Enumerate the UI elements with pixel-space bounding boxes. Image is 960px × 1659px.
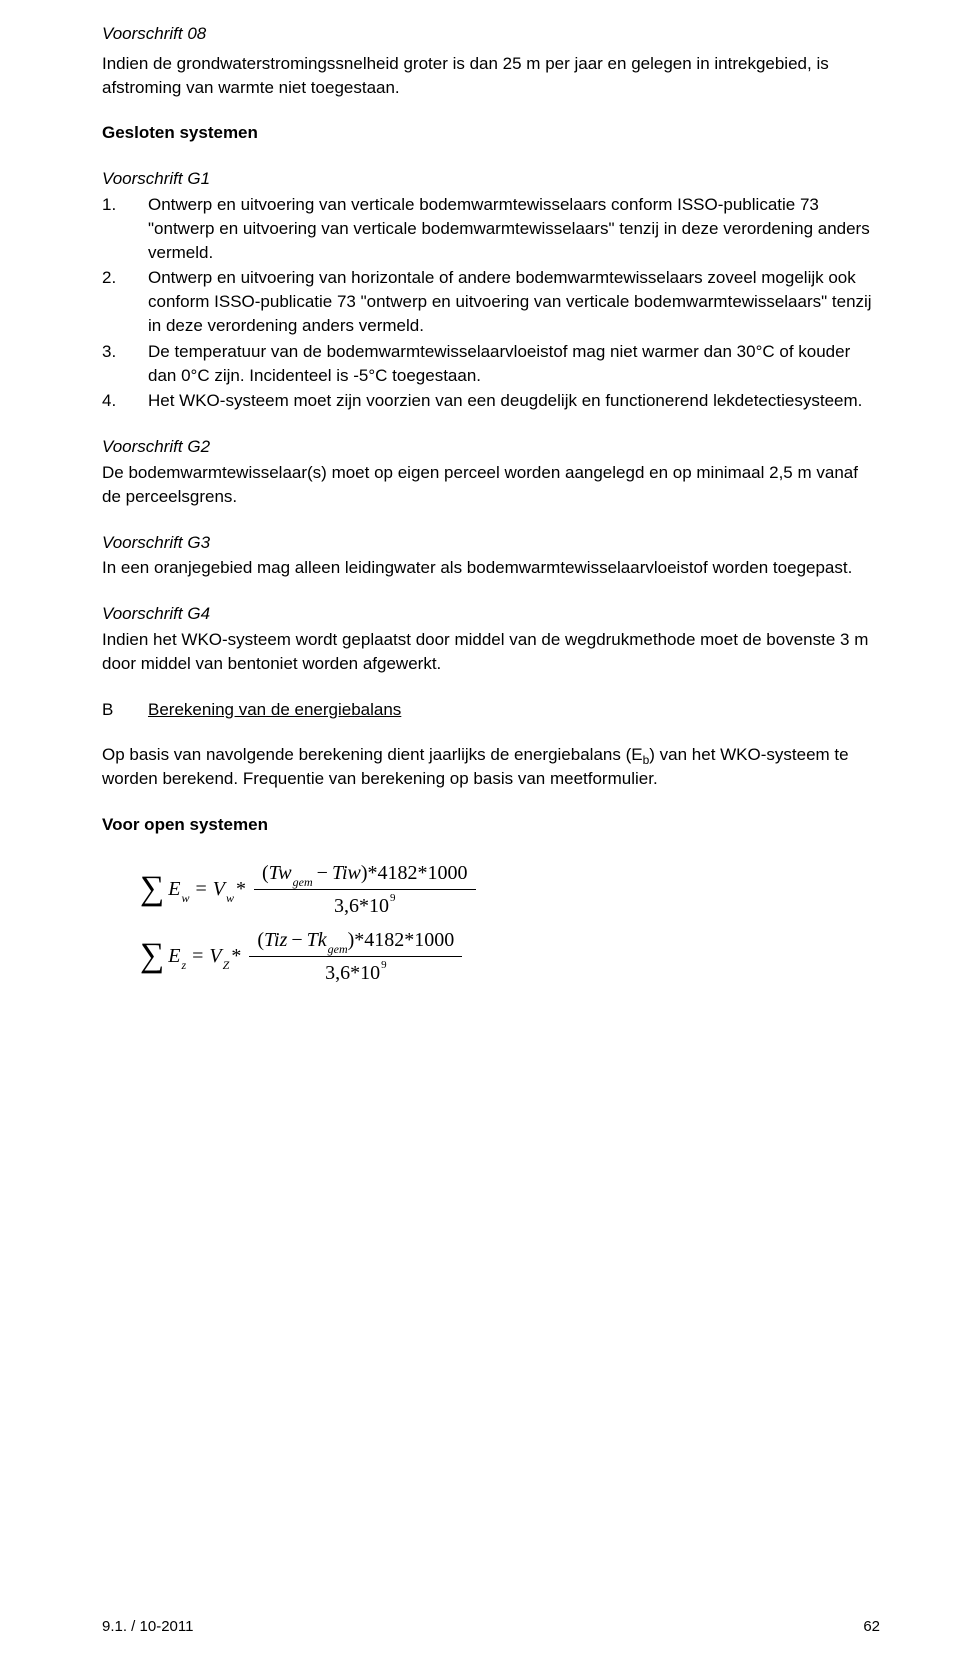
formula-ez: ∑ E z = V Z * ( Tiz − Tk gem )*4182*1000…	[102, 926, 880, 987]
den-a: 3,6*10	[334, 892, 389, 920]
body-vg2: De bodemwarmtewisselaar(s) moet op eigen…	[102, 461, 880, 509]
var-sub: Z	[223, 957, 230, 974]
list-item: 2. Ontwerp en uitvoering van horizontale…	[102, 266, 880, 337]
var-sub: gem	[293, 874, 313, 891]
var-vz: V Z	[209, 942, 229, 970]
body-vg3: In een oranjegebied mag alleen leidingwa…	[102, 556, 880, 580]
var-ez: E z	[168, 942, 186, 970]
minus: −	[291, 926, 302, 954]
equals: =	[195, 875, 206, 903]
numerator: ( Tiz − Tk gem )*4182*1000	[249, 926, 462, 957]
list-num: 3.	[102, 340, 148, 388]
sigma-icon: ∑	[140, 872, 164, 906]
paren-open: (	[262, 859, 269, 887]
var-twgem: Tw gem	[269, 859, 313, 887]
body-v08: Indien de grondwaterstromingssnelheid gr…	[102, 52, 880, 100]
var-base: Tw	[269, 859, 292, 887]
list-num: 1.	[102, 193, 148, 264]
heading-v08: Voorschrift 08	[102, 22, 880, 46]
var-base: Tk	[307, 926, 327, 954]
var-base: V	[209, 942, 221, 970]
section-b-title: Berekening van de energiebalans	[148, 700, 401, 719]
list-vg1: 1. Ontwerp en uitvoering van verticale b…	[102, 193, 880, 413]
list-item: 4. Het WKO-systeem moet zijn voorzien va…	[102, 389, 880, 413]
den-a: 3,6*10	[325, 959, 380, 987]
body-sub: b	[643, 753, 650, 767]
fraction: ( Tiz − Tk gem )*4182*1000 3,6*10 9	[249, 926, 462, 987]
body-part1: Op basis van navolgende berekening dient…	[102, 745, 643, 764]
list-text: De temperatuur van de bodemwarmtewissela…	[148, 340, 880, 388]
var-tiw: Tiw	[332, 859, 361, 887]
num-tail: )*4182*1000	[348, 926, 455, 954]
var-sub: z	[181, 957, 186, 974]
list-item: 3. De temperatuur van de bodemwarmtewiss…	[102, 340, 880, 388]
section-b-label: B	[102, 698, 148, 722]
list-text: Ontwerp en uitvoering van verticale bode…	[148, 193, 880, 264]
list-num: 4.	[102, 389, 148, 413]
sigma-icon: ∑	[140, 939, 164, 973]
footer-page-number: 62	[863, 1616, 880, 1637]
equals: =	[192, 942, 203, 970]
section-b-body: Op basis van navolgende berekening dient…	[102, 743, 880, 791]
minus: −	[317, 859, 328, 887]
times: *	[231, 942, 241, 970]
den-exp: 9	[381, 958, 387, 973]
formula-ew: ∑ E w = V w * ( Tw gem − Tiw )*4182*1000…	[102, 859, 880, 920]
var-sub: w	[226, 890, 234, 907]
paren-open: (	[257, 926, 264, 954]
heading-vg2: Voorschrift G2	[102, 435, 880, 459]
var-vw: V w	[213, 875, 234, 903]
section-open-systems: Voor open systemen	[102, 813, 880, 837]
var-sub: gem	[328, 941, 348, 958]
numerator: ( Tw gem − Tiw )*4182*1000	[254, 859, 476, 890]
var-base: V	[213, 875, 225, 903]
page-footer: 9.1. / 10-2011 62	[102, 1616, 880, 1637]
section-b-heading: BBerekening van de energiebalans	[102, 698, 880, 722]
list-text: Ontwerp en uitvoering van horizontale of…	[148, 266, 880, 337]
var-base: E	[168, 942, 180, 970]
var-ew: E w	[168, 875, 189, 903]
times: *	[236, 875, 246, 903]
den-exp: 9	[390, 891, 396, 906]
body-vg4: Indien het WKO-systeem wordt geplaatst d…	[102, 628, 880, 676]
denominator: 3,6*10 9	[317, 957, 395, 987]
heading-vg1: Voorschrift G1	[102, 167, 880, 191]
section-closed-systems: Gesloten systemen	[102, 121, 880, 145]
footer-left: 9.1. / 10-2011	[102, 1616, 193, 1637]
heading-vg3: Voorschrift G3	[102, 531, 880, 555]
formula-block: ∑ E w = V w * ( Tw gem − Tiw )*4182*1000…	[102, 859, 880, 987]
heading-vg4: Voorschrift G4	[102, 602, 880, 626]
list-num: 2.	[102, 266, 148, 337]
denominator: 3,6*10 9	[326, 890, 404, 920]
list-item: 1. Ontwerp en uitvoering van verticale b…	[102, 193, 880, 264]
num-tail: )*4182*1000	[361, 859, 468, 887]
var-tiz: Tiz	[264, 926, 287, 954]
var-base: E	[168, 875, 180, 903]
fraction: ( Tw gem − Tiw )*4182*1000 3,6*10 9	[254, 859, 476, 920]
var-sub: w	[181, 890, 189, 907]
list-text: Het WKO-systeem moet zijn voorzien van e…	[148, 389, 880, 413]
var-tkgem: Tk gem	[307, 926, 348, 954]
